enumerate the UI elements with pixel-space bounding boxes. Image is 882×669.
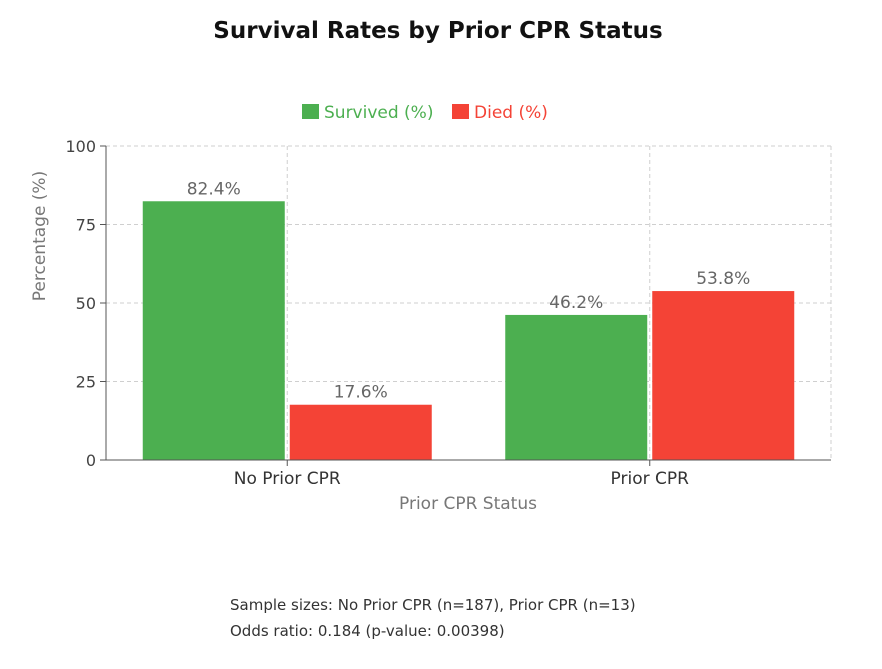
bar-value-label: 46.2% — [549, 293, 603, 313]
legend-swatch — [302, 104, 319, 119]
data-labels: 82.4% 17.6% 46.2% 53.8% — [187, 179, 751, 402]
sample-sizes-note: Sample sizes: No Prior CPR (n=187), Prio… — [230, 596, 636, 614]
y-tick-label: 25 — [76, 373, 96, 392]
bar — [505, 314, 648, 460]
bar-value-label: 53.8% — [696, 269, 750, 289]
chart-title: Survival Rates by Prior CPR Status — [213, 18, 663, 44]
y-tick-label: 100 — [65, 137, 96, 156]
x-axis-label: Prior CPR Status — [399, 494, 537, 514]
x-tick-label: No Prior CPR — [234, 469, 341, 489]
legend-label: Died (%) — [474, 103, 548, 123]
bars — [142, 201, 795, 461]
legend-label: Survived (%) — [324, 103, 433, 123]
bar — [142, 201, 285, 461]
bar — [652, 291, 795, 460]
tick-labels: 0 25 50 75 100 No Prior CPR Prior CPR — [65, 137, 689, 489]
legend-swatch — [452, 104, 469, 119]
bar-value-label: 17.6% — [334, 383, 388, 403]
y-tick-label: 0 — [86, 451, 96, 470]
legend: Survived (%) Died (%) — [302, 103, 548, 123]
x-tick-label: Prior CPR — [611, 469, 690, 489]
y-axis-label: Percentage (%) — [30, 171, 50, 301]
y-tick-label: 50 — [76, 294, 96, 313]
bar-value-label: 82.4% — [187, 179, 241, 199]
y-tick-label: 75 — [76, 216, 96, 235]
bar — [289, 404, 432, 460]
odds-ratio-note: Odds ratio: 0.184 (p-value: 0.00398) — [230, 622, 505, 640]
